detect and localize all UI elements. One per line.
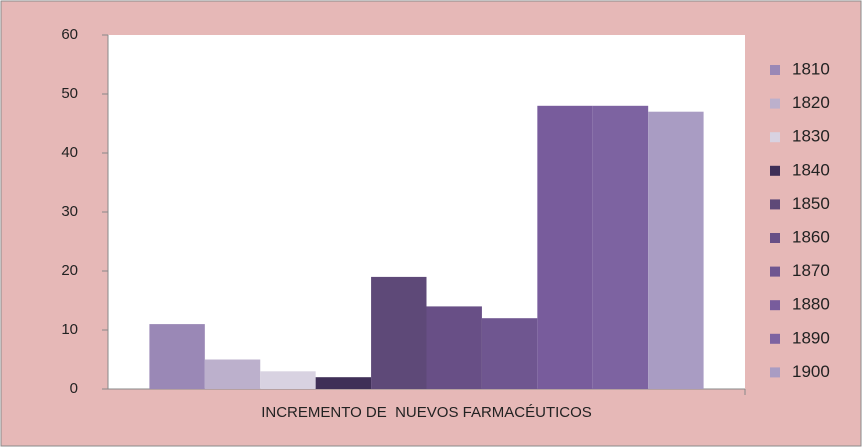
legend-label: 1840 bbox=[792, 160, 830, 179]
legend-swatch bbox=[770, 266, 780, 277]
y-tick-label: 30 bbox=[61, 203, 78, 220]
bar bbox=[204, 359, 261, 389]
bar bbox=[371, 276, 427, 389]
legend-label: 1820 bbox=[792, 93, 830, 112]
legend-label: 1890 bbox=[792, 328, 830, 347]
bar bbox=[481, 318, 538, 389]
legend-label: 1900 bbox=[792, 362, 830, 381]
legend-swatch bbox=[770, 233, 780, 243]
y-tick-label: 60 bbox=[61, 26, 78, 43]
y-tick-label: 20 bbox=[61, 262, 78, 279]
legend-swatch bbox=[770, 98, 780, 109]
bar bbox=[149, 324, 205, 389]
legend-label: 1830 bbox=[792, 127, 830, 146]
bar bbox=[426, 306, 482, 389]
legend-swatch bbox=[770, 65, 780, 75]
legend-label: 1810 bbox=[792, 59, 830, 78]
bar bbox=[592, 105, 649, 390]
legend-label: 1880 bbox=[792, 295, 830, 314]
bar bbox=[260, 371, 316, 389]
legend-swatch bbox=[770, 132, 780, 143]
legend-label: 1850 bbox=[792, 194, 830, 213]
bar bbox=[648, 111, 704, 389]
y-tick-label: 40 bbox=[61, 144, 78, 161]
y-tick-label: 50 bbox=[61, 85, 78, 102]
y-tick-label: 0 bbox=[70, 380, 78, 397]
legend-swatch bbox=[770, 367, 780, 378]
legend-swatch bbox=[770, 165, 780, 176]
bar bbox=[315, 377, 372, 389]
legend-swatch bbox=[770, 300, 780, 311]
legend-swatch bbox=[770, 333, 780, 344]
legend-label: 1870 bbox=[792, 261, 830, 280]
x-tick-label: INCREMENTO DE NUEVOS FARMACÉUTICOS bbox=[261, 404, 592, 421]
legend-swatch bbox=[770, 199, 780, 210]
legend-label: 1860 bbox=[792, 227, 830, 246]
bar bbox=[537, 105, 593, 390]
y-tick-label: 10 bbox=[61, 321, 78, 338]
